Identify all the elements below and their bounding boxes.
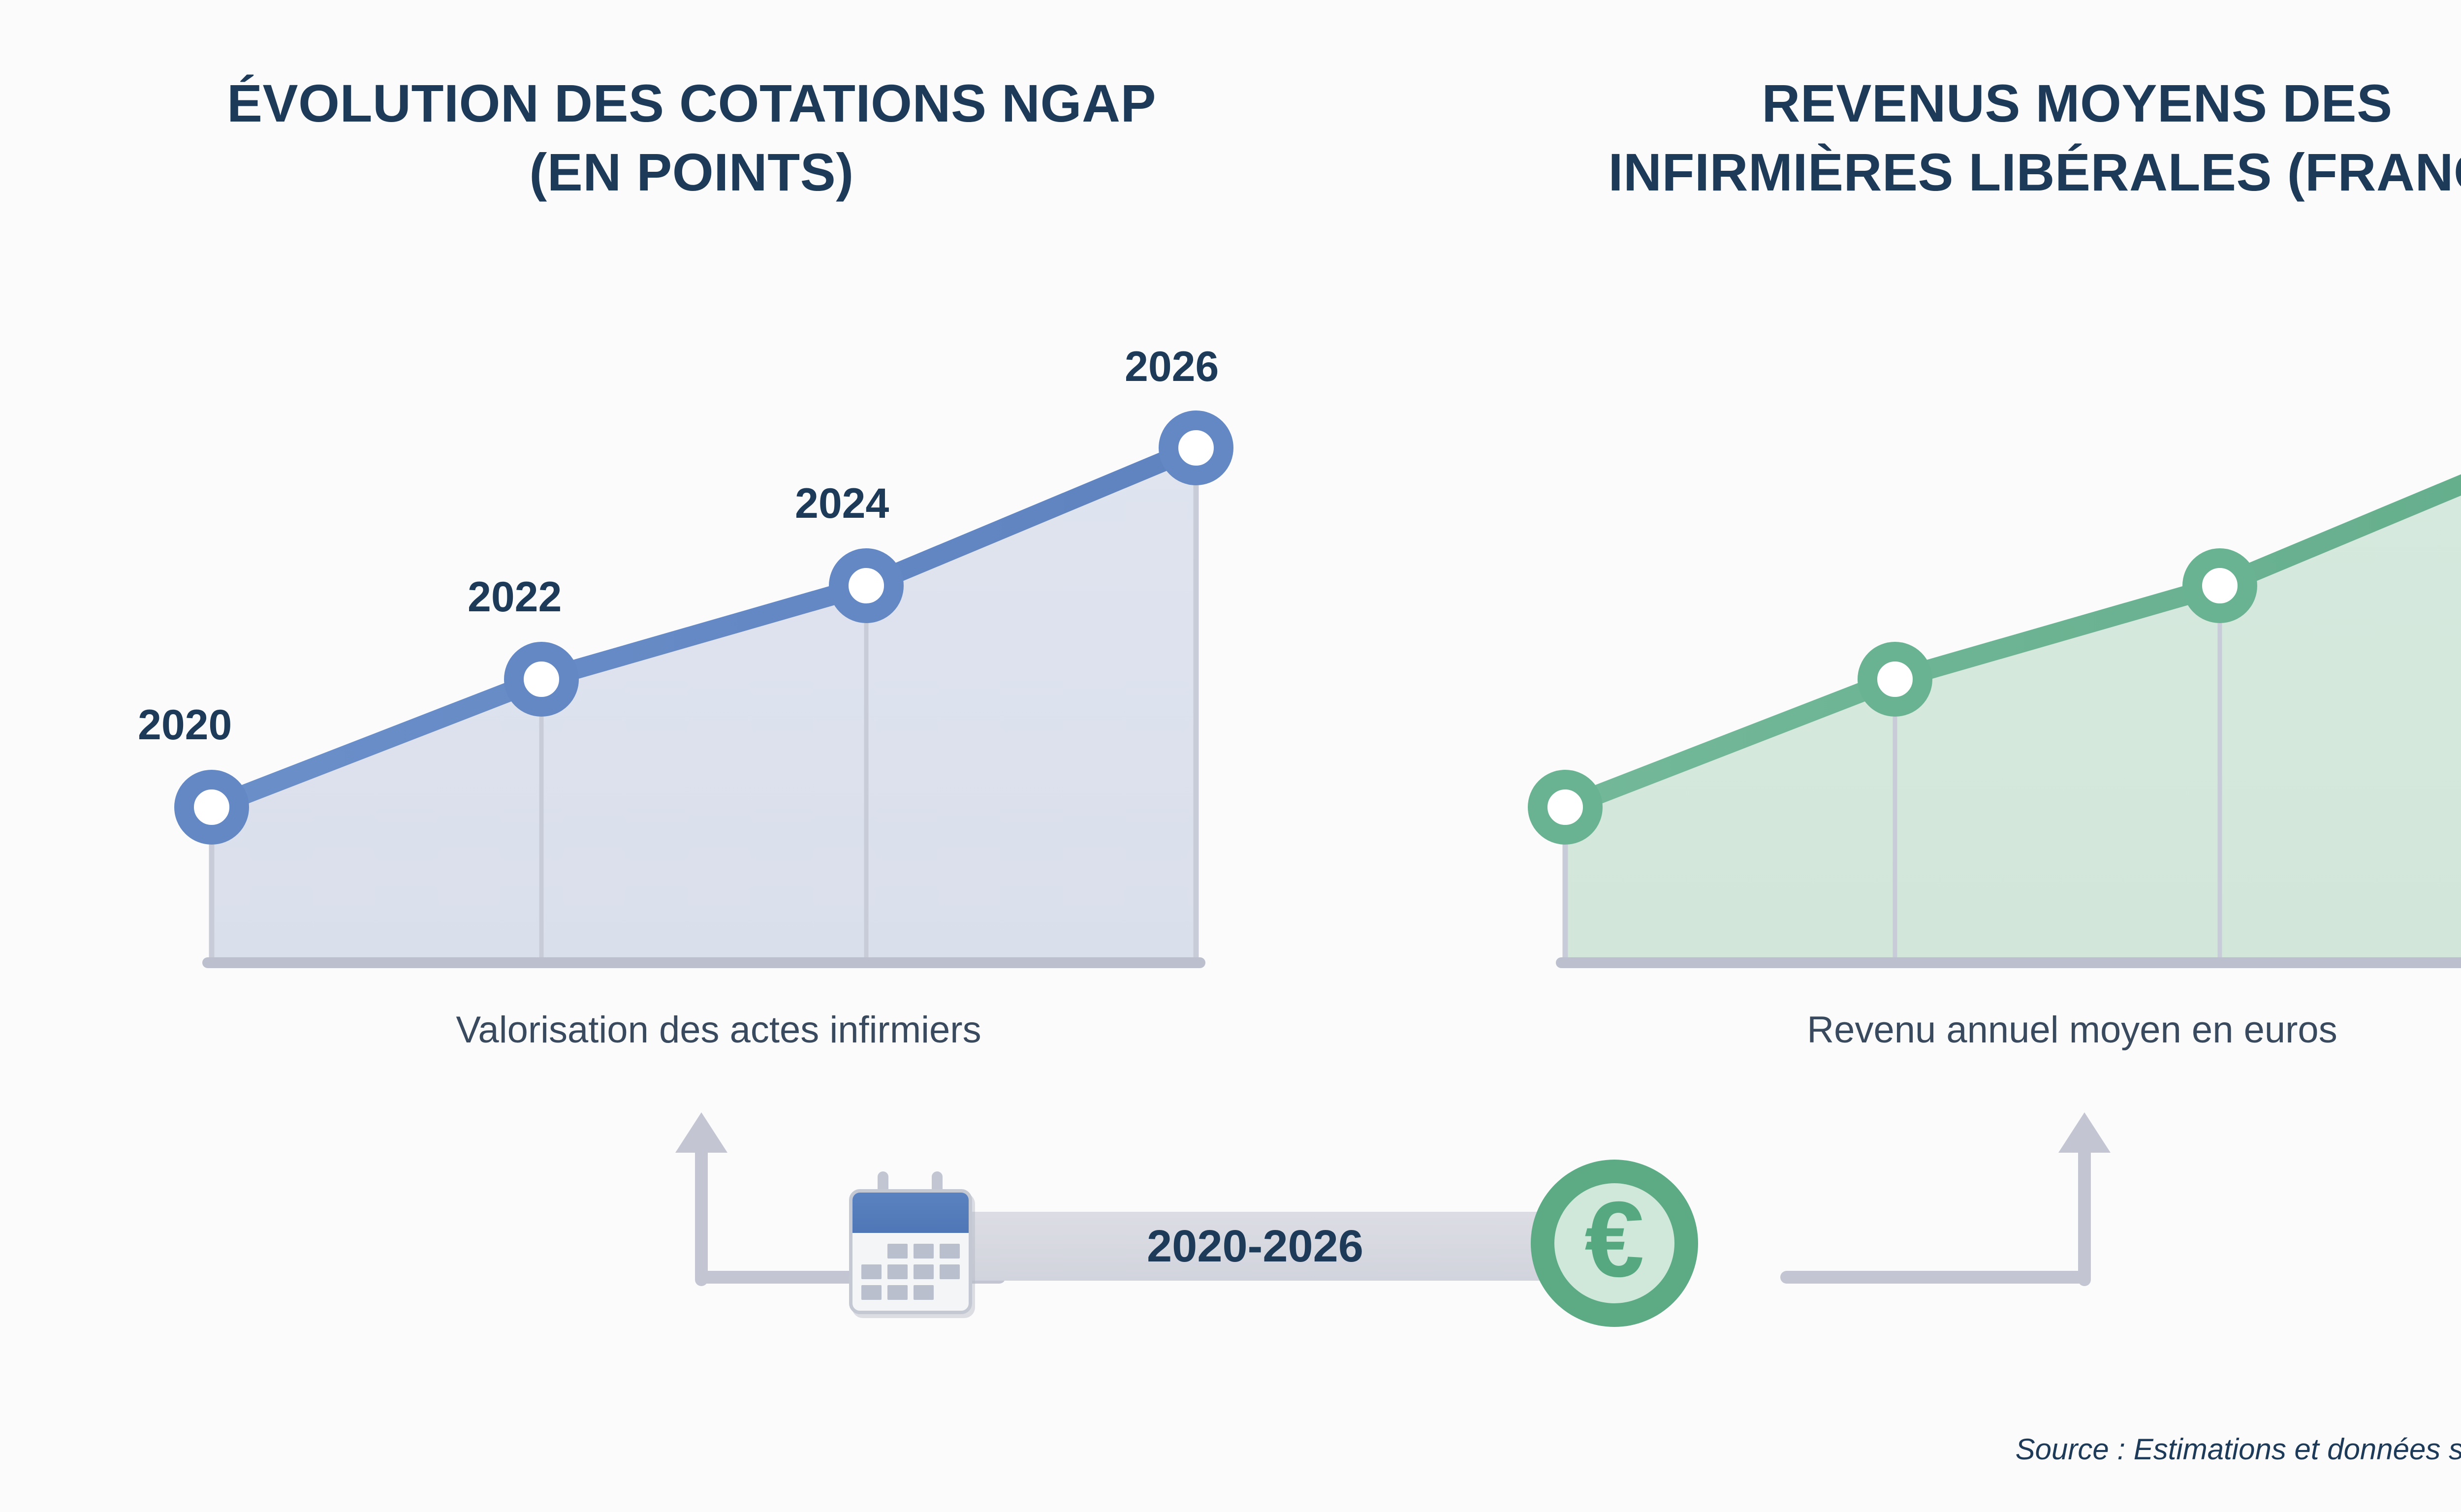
ngap-area-chart: [174, 410, 1233, 968]
revenus-area-chart: [1528, 474, 2461, 968]
series-markers: [1528, 548, 2257, 845]
calendar-header: [852, 1193, 969, 1233]
calendar-day-grid: [861, 1244, 960, 1300]
left-chart-title: ÉVOLUTION DES COTATIONS NGAP (EN POINTS): [226, 73, 1157, 202]
euro-coin-icon: €: [1531, 1160, 1698, 1327]
data-point-label-2024: 2024: [795, 480, 889, 527]
left-chart-panel: 2020 2022 2024 2026: [138, 305, 1275, 1004]
calendar-icon: [849, 1171, 972, 1314]
gridlines: [1893, 586, 2222, 960]
right-chart-title: REVENUS MOYENS DES INFIRMIÈRES LIBÉRALES…: [1608, 73, 2461, 202]
euro-coin-inner: €: [1554, 1183, 1674, 1303]
series-line: [1555, 474, 2461, 817]
source-note: Source : Estimations et données sectorie…: [2015, 1433, 2461, 1466]
right-chart-panel: [1516, 305, 2461, 1004]
right-chart-caption: Revenu annuel moyen en euros: [1807, 1009, 2337, 1051]
area-fill: [212, 448, 1196, 960]
left-chart-caption: Valorisation des actes infirmiers: [456, 1009, 981, 1051]
data-point-label-2026: 2026: [1125, 343, 1219, 390]
calendar-body: [849, 1189, 972, 1314]
data-point-label-2022: 2022: [468, 573, 562, 621]
area-fill: [1565, 485, 2461, 960]
data-point-label-2020: 2020: [138, 701, 232, 749]
gridlines: [539, 586, 869, 960]
series-markers: [174, 410, 1233, 845]
right-arrow-connector: [1780, 1112, 2111, 1286]
series-line: [202, 438, 1206, 817]
timeline-range-label: 2020-2026: [1147, 1221, 1363, 1271]
timeline-connector: 2020-2026 €: [655, 1107, 2131, 1383]
timeline-range-bar: [940, 1212, 1570, 1281]
euro-symbol: €: [1584, 1180, 1644, 1299]
